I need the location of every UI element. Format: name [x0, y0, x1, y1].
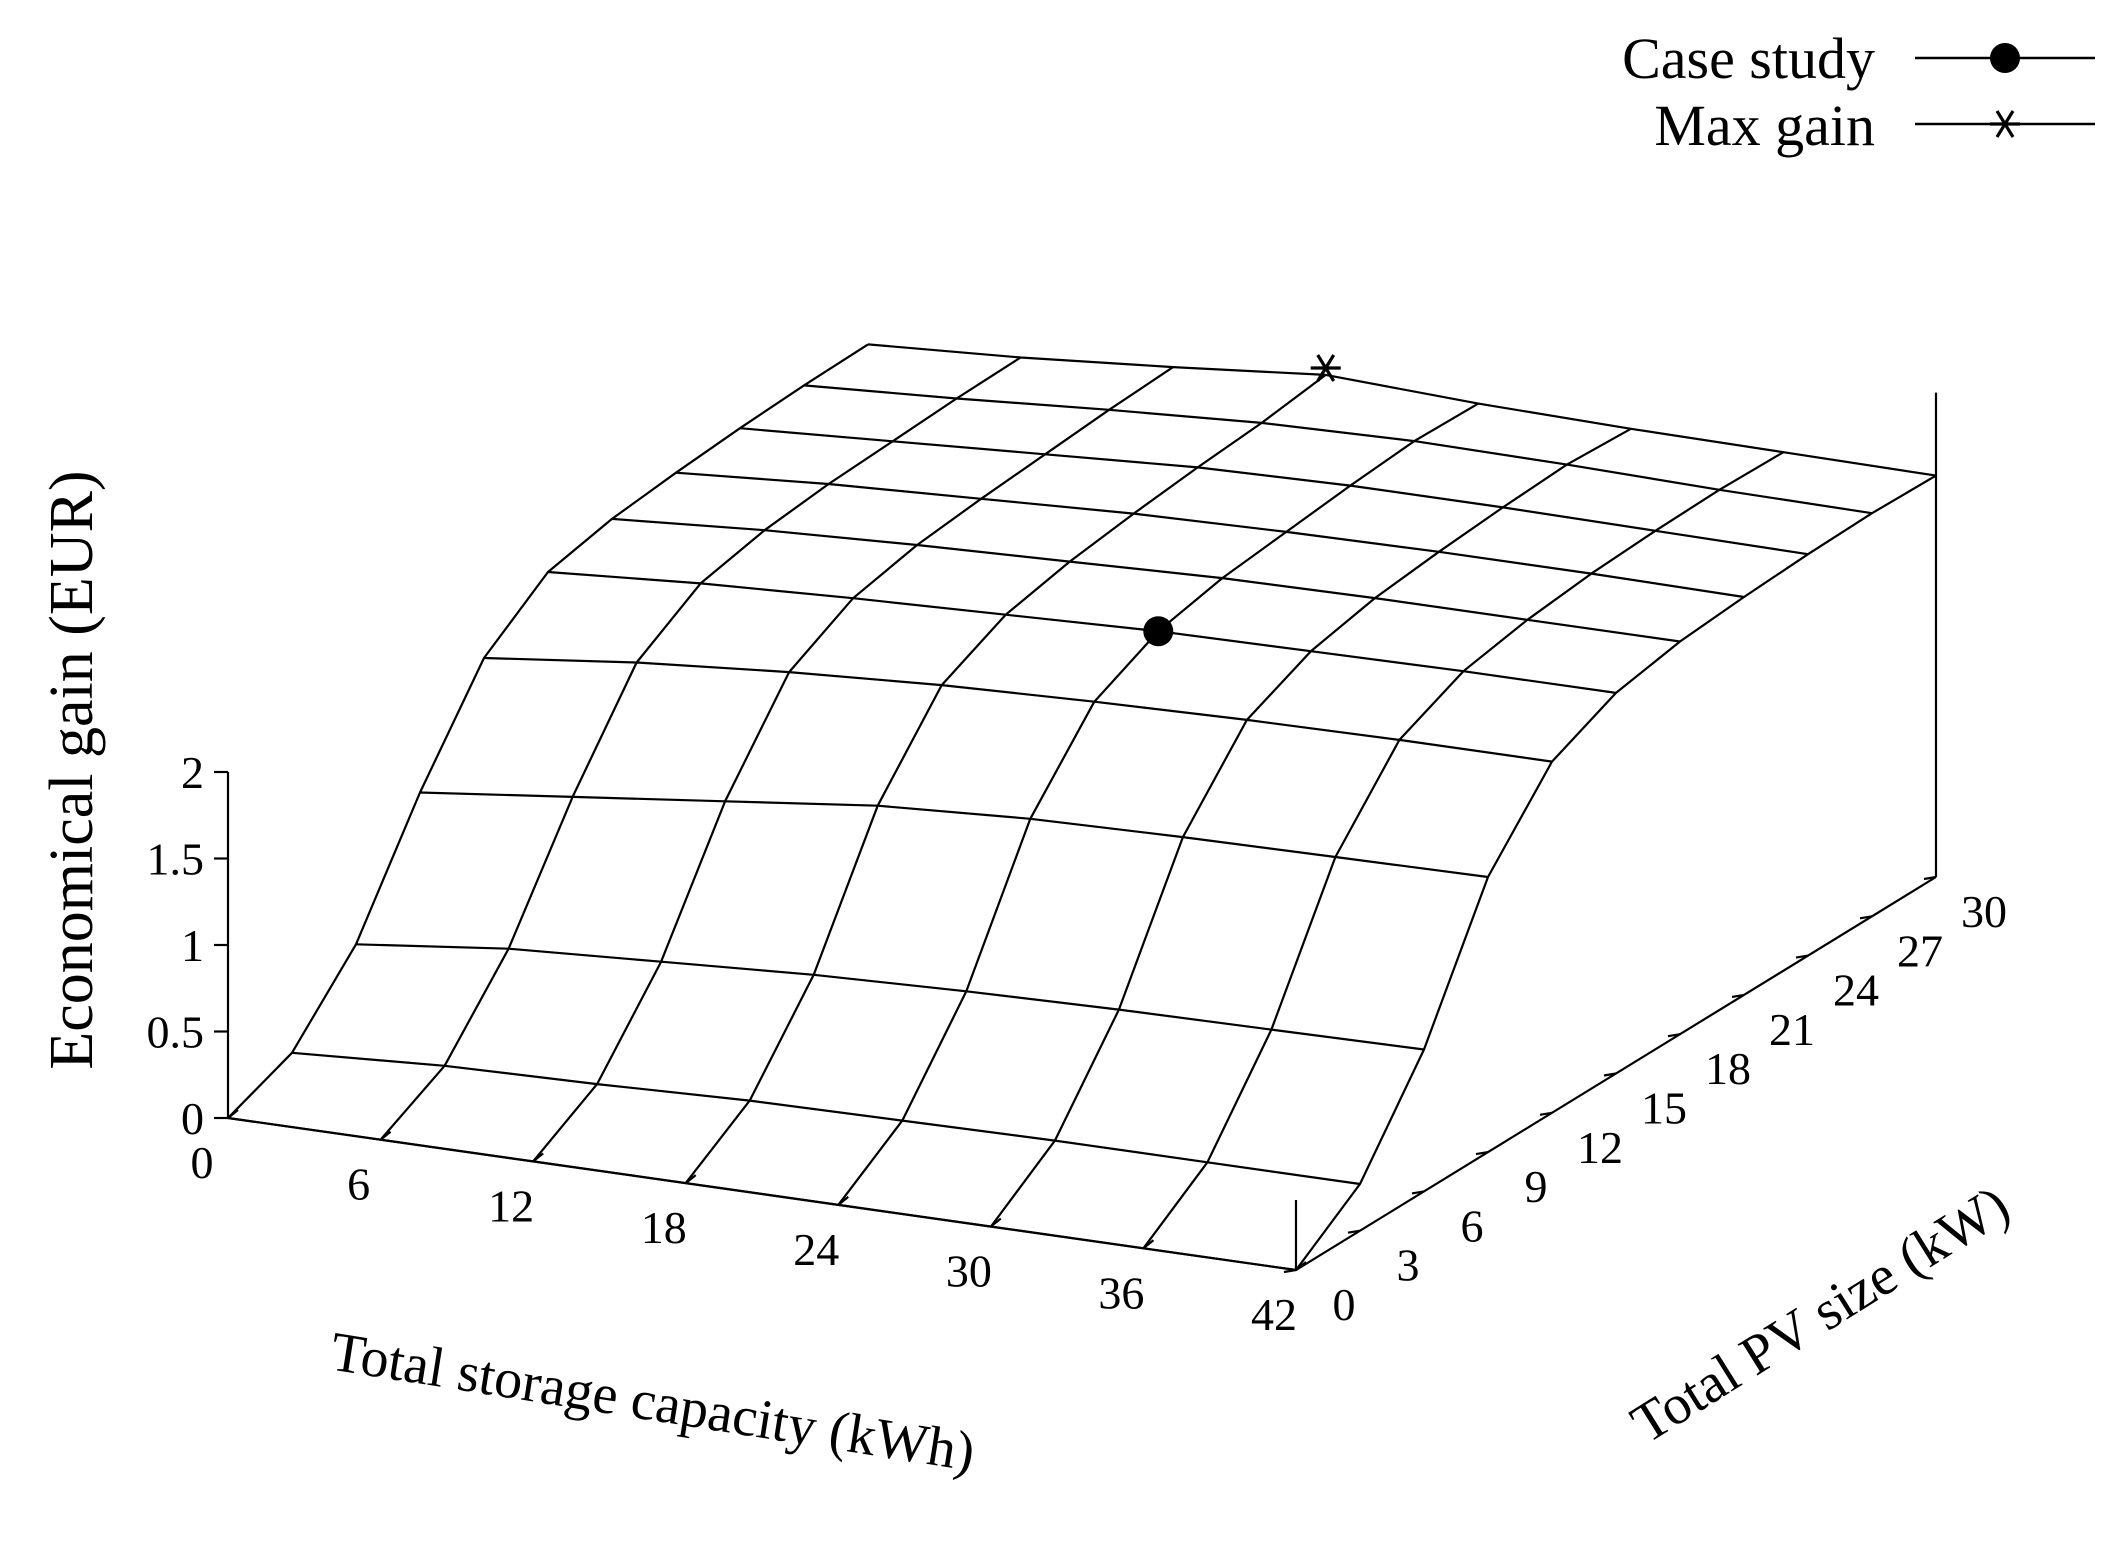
- z-tick-label: 0: [181, 1093, 204, 1144]
- y-axis-label: Total PV size (kW): [1621, 1174, 2020, 1456]
- x-tick-label: 6: [347, 1159, 370, 1210]
- y-tick-label: 3: [1397, 1240, 1420, 1291]
- x-tick-mark: [1295, 1261, 1307, 1271]
- mesh-line-pv: [739, 427, 1809, 556]
- x-tick-mark: [990, 1217, 1002, 1228]
- y-tick-label: 15: [1641, 1083, 1687, 1134]
- y-tick-label: 21: [1769, 1004, 1815, 1055]
- x-tick-label: 30: [946, 1246, 992, 1297]
- mesh-line-storage: [227, 343, 869, 1119]
- x-tick-label: 0: [191, 1137, 214, 1188]
- y-tick-mark: [1795, 954, 1809, 959]
- legend-label-max-gain: Max gain: [1654, 93, 1875, 158]
- y-tick-label: 12: [1577, 1122, 1623, 1173]
- legend: Case study Max gain: [1622, 26, 2095, 158]
- mesh-line-storage: [837, 402, 1479, 1206]
- data-points: [1143, 354, 1341, 647]
- x-tick-mark: [379, 1130, 392, 1141]
- mesh-line-pv: [291, 1051, 1361, 1186]
- legend-marker-case-study: [1990, 43, 2020, 73]
- x-tick-mark: [532, 1152, 544, 1163]
- x-tick-mark: [1142, 1239, 1155, 1250]
- mesh-line-pv: [867, 343, 1937, 477]
- y-tick-mark: [1859, 915, 1873, 920]
- y-tick-label: 18: [1705, 1043, 1751, 1094]
- mesh-line-pv: [675, 471, 1745, 599]
- y-tick-mark: [1411, 1190, 1425, 1195]
- z-tick-label: 0.5: [147, 1007, 205, 1058]
- legend-marker-max-gain: [1990, 110, 2020, 138]
- x-tick-mark: [837, 1195, 849, 1206]
- y-tick-mark: [1283, 1268, 1297, 1274]
- mesh-line-pv: [483, 656, 1553, 763]
- x-axis-label: Total storage capacity (kWh): [327, 1321, 979, 1484]
- x-tick-mark: [685, 1174, 697, 1185]
- mesh-line-pv: [355, 943, 1425, 1051]
- y-tick-label: 9: [1525, 1161, 1548, 1212]
- x-tick-label: 42: [1251, 1289, 1297, 1340]
- y-tick-label: 6: [1461, 1200, 1484, 1251]
- y-tick-mark: [1475, 1151, 1489, 1156]
- legend-label-case-study: Case study: [1622, 26, 1875, 91]
- base-front-edge: [227, 876, 1937, 1272]
- point-case-study: [1143, 616, 1174, 647]
- mesh-line-pv: [547, 570, 1617, 694]
- y-tick-mark: [1347, 1229, 1361, 1234]
- mesh-line-pv: [611, 517, 1681, 643]
- y-tick-label: 30: [1961, 886, 2007, 937]
- z-tick-label: 1: [181, 920, 204, 971]
- z-tick-label: 1.5: [147, 834, 205, 885]
- y-tick-label: 24: [1833, 965, 1879, 1016]
- x-tick-mark: [227, 1109, 239, 1119]
- x-tick-label: 24: [793, 1224, 839, 1275]
- y-tick-label: 27: [1897, 925, 1943, 976]
- y-tick-label: 0: [1333, 1279, 1356, 1330]
- tick-labels: 00.511.520 6 12 18 24 30 36 42 03691215182124273…: [147, 747, 2008, 1340]
- mesh-line-pv: [803, 384, 1873, 515]
- y-tick-mark: [1603, 1072, 1617, 1077]
- y-tick-mark: [1539, 1111, 1553, 1116]
- y-tick-mark: [1667, 1033, 1681, 1038]
- mesh-line-storage: [684, 374, 1327, 1184]
- y-tick-mark: [1731, 993, 1745, 998]
- z-axis-label: Economical gain (EUR): [38, 470, 106, 1069]
- x-tick-label: 18: [641, 1202, 687, 1253]
- z-tick-label: 2: [181, 747, 204, 798]
- mesh-line-storage: [1142, 451, 1784, 1249]
- x-tick-label: 12: [488, 1180, 534, 1231]
- mesh-line-pv: [227, 1116, 1297, 1272]
- mesh-line-pv: [419, 791, 1489, 879]
- axes-frame: [226, 392, 1938, 1272]
- point-max-gain: [1310, 354, 1341, 382]
- surface-mesh: [227, 343, 1937, 1272]
- x-tick-label: 36: [1098, 1267, 1144, 1318]
- y-tick-mark: [1923, 875, 1937, 881]
